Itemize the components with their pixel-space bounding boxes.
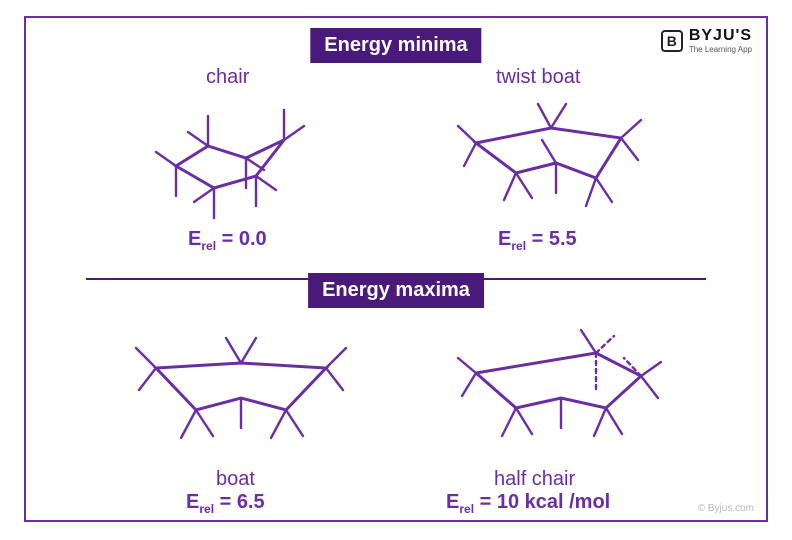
molecule-half-chair [446,318,676,468]
energy-chair: Erel = 0.0 [188,228,267,253]
e-rest: = 0.0 [216,228,267,250]
label-chair: chair [206,66,249,89]
brand-text: BYJU'S The Learning App [689,28,752,54]
molecule-twist-boat [446,88,656,233]
molecule-chair [136,96,336,226]
diagram-frame: B BYJU'S The Learning App Energy minima … [24,16,768,522]
brand-mark-icon: B [661,30,683,52]
brand-name: BYJU'S [689,28,752,44]
label-half-chair: half chair [494,468,575,491]
brand-logo: B BYJU'S The Learning App [661,28,752,54]
section-header-maxima: Energy maxima [308,273,484,308]
e-sub: rel [459,502,474,516]
e-prefix: E [446,491,459,513]
energy-boat: Erel = 6.5 [186,491,265,516]
section-header-minima: Energy minima [310,28,481,63]
e-prefix: E [186,491,199,513]
e-sub: rel [511,239,526,253]
energy-half-chair: Erel = 10 kcal /mol [446,491,610,516]
molecule-boat [121,318,361,468]
e-rest: = 6.5 [214,491,265,513]
e-rest: = 10 kcal /mol [474,491,610,513]
e-prefix: E [188,228,201,250]
e-sub: rel [201,239,216,253]
label-boat: boat [216,468,255,491]
copyright-text: © Byjus.com [698,503,754,514]
e-sub: rel [199,502,214,516]
label-twist-boat: twist boat [496,66,580,89]
brand-tagline: The Learning App [689,46,752,54]
